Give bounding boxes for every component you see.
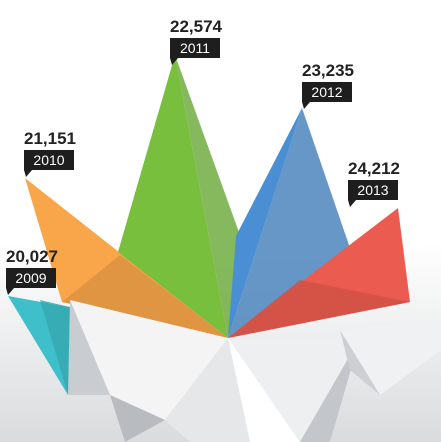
category-label: 2009 bbox=[15, 270, 46, 286]
data-label: 21,151 2010 bbox=[24, 129, 76, 177]
value-label: 23,235 bbox=[302, 61, 354, 80]
category-label: 2013 bbox=[357, 182, 388, 198]
data-label: 20,027 2009 bbox=[6, 247, 58, 295]
data-label: 23,235 2012 bbox=[302, 61, 354, 109]
data-label: 22,574 2011 bbox=[170, 17, 223, 65]
value-label: 24,212 bbox=[348, 159, 400, 178]
value-label: 20,027 bbox=[6, 247, 58, 266]
category-label: 2011 bbox=[180, 40, 210, 56]
value-label: 22,574 bbox=[170, 17, 223, 36]
category-label: 2012 bbox=[311, 84, 342, 100]
category-label: 2010 bbox=[33, 152, 64, 168]
chart: 20,027 2009 21,151 2010 22,574 2011 23,235 2012… bbox=[0, 0, 441, 442]
data-label: 24,212 2013 bbox=[348, 159, 400, 207]
value-label: 21,151 bbox=[24, 129, 76, 148]
